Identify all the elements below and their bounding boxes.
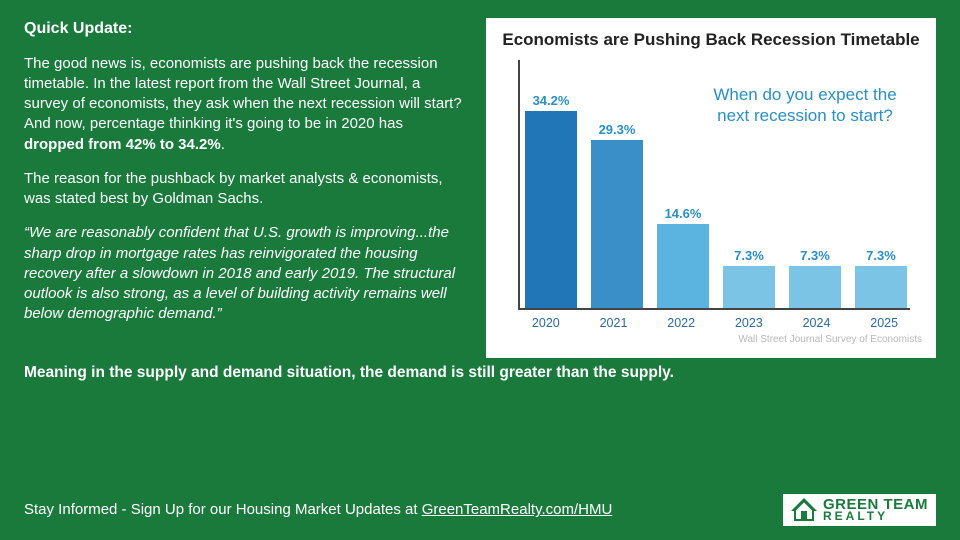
recession-chart-card: Economists are Pushing Back Recession Ti… xyxy=(486,18,936,358)
signup-link[interactable]: GreenTeamRealty.com/HMU xyxy=(422,501,613,518)
house-icon xyxy=(791,498,817,522)
footer-text: Stay Informed - Sign Up for our Housing … xyxy=(24,501,612,518)
logo-line2: REALTY xyxy=(823,511,928,522)
chart-source: Wall Street Journal Survey of Economists xyxy=(500,334,922,345)
update-heading: Quick Update: xyxy=(24,18,466,40)
chart-title: Economists are Pushing Back Recession Ti… xyxy=(500,30,922,50)
text-column: Quick Update: The good news is, economis… xyxy=(24,18,466,358)
bar xyxy=(723,266,774,308)
bar xyxy=(591,140,642,308)
bar-value-label: 29.3% xyxy=(599,122,636,137)
goldman-quote: “We are reasonably confident that U.S. g… xyxy=(24,223,466,324)
para1-post: . xyxy=(221,136,225,153)
x-tick-label: 2025 xyxy=(854,316,914,330)
chart-bars: 34.2% 29.3% 14.6% 7.3% 7.3% 7.3% xyxy=(518,60,910,310)
bar-value-label: 14.6% xyxy=(665,206,702,221)
logo-text: GREEN TEAM REALTY xyxy=(823,498,928,522)
paragraph-2: The reason for the pushback by market an… xyxy=(24,169,466,210)
bar xyxy=(525,111,576,308)
conclusion-text: Meaning in the supply and demand situati… xyxy=(0,364,960,382)
para1-bold: dropped from 42% to 34.2% xyxy=(24,136,221,153)
x-tick-label: 2024 xyxy=(787,316,847,330)
bar-value-label: 7.3% xyxy=(734,248,764,263)
x-tick-label: 2021 xyxy=(584,316,644,330)
bar xyxy=(789,266,840,308)
bar-wrap: 29.3% xyxy=(588,122,646,308)
footer: Stay Informed - Sign Up for our Housing … xyxy=(24,494,936,526)
bar-value-label: 7.3% xyxy=(866,248,896,263)
footer-pre: Stay Informed - Sign Up for our Housing … xyxy=(24,501,422,518)
green-team-logo: GREEN TEAM REALTY xyxy=(783,494,936,526)
x-tick-label: 2020 xyxy=(516,316,576,330)
bar-wrap: 34.2% xyxy=(522,93,580,308)
bar-wrap: 14.6% xyxy=(654,206,712,308)
bar-wrap: 7.3% xyxy=(786,248,844,308)
bar-wrap: 7.3% xyxy=(852,248,910,308)
chart-plot-area: When do you expect the next recession to… xyxy=(504,60,918,310)
x-tick-label: 2022 xyxy=(651,316,711,330)
chart-x-axis: 2020 2021 2022 2023 2024 2025 xyxy=(516,316,914,330)
para1-pre: The good news is, economists are pushing… xyxy=(24,55,462,133)
paragraph-1: The good news is, economists are pushing… xyxy=(24,54,466,155)
bar xyxy=(657,224,708,308)
bar xyxy=(855,266,906,308)
bar-value-label: 7.3% xyxy=(800,248,830,263)
bar-wrap: 7.3% xyxy=(720,248,778,308)
x-tick-label: 2023 xyxy=(719,316,779,330)
bar-value-label: 34.2% xyxy=(533,93,570,108)
